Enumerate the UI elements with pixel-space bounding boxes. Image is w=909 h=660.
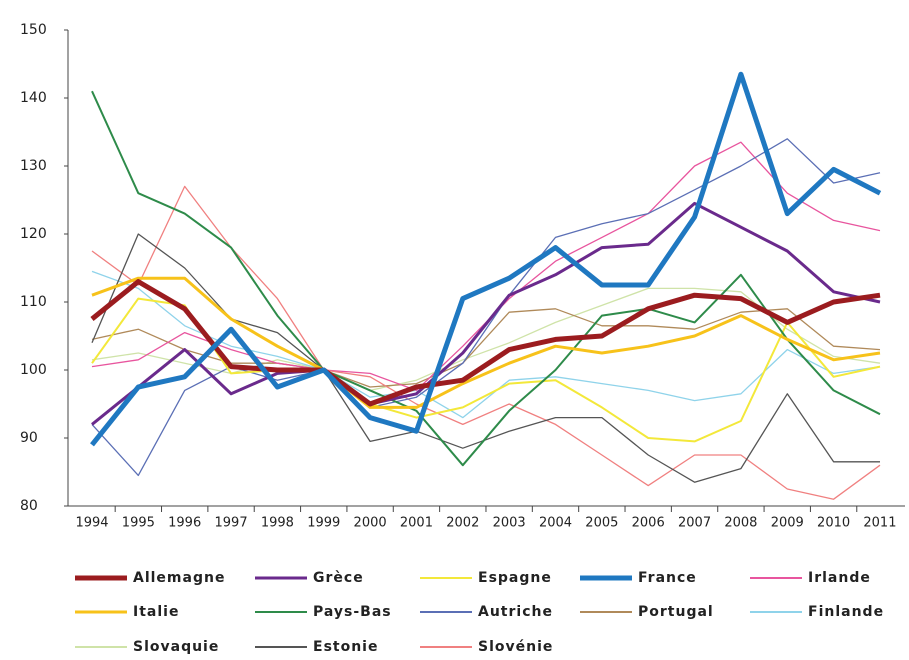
legend-label: Allemagne [133,570,225,586]
legend-label: Slovaquie [133,639,219,655]
x-tick-label: 2011 [863,516,896,531]
series-line [91,138,881,477]
x-tick-label: 2002 [446,516,479,531]
x-tick-label: 1994 [75,516,108,531]
x-tick-label: 2009 [771,516,804,531]
legend-label: Italie [133,604,179,620]
series-line [91,270,881,419]
legend: Allemagne Grèce Espagne France Irlande Italie… [75,570,884,655]
legend-label: Portugal [638,604,714,620]
legend-label: Irlande [808,570,871,586]
x-tick-label: 1997 [215,516,248,531]
y-tick-label: 100 [20,362,47,378]
y-tick-label: 130 [20,158,47,174]
y-tick-label: 150 [20,22,47,38]
x-tick-label: 2004 [539,516,572,531]
legend-label: Pays-Bas [313,604,392,620]
series-line [90,71,882,447]
x-tick-label: 2000 [354,516,387,531]
series-line [91,201,881,426]
series-line [91,90,881,467]
x-tick-label: 2010 [817,516,850,531]
legend-label: Estonie [313,639,378,655]
legend-label: Slovénie [478,639,553,655]
x-tick-label: 1999 [307,516,340,531]
series-line [91,185,881,500]
x-tick-label: 2007 [678,516,711,531]
y-tick-label: 120 [20,226,47,242]
series-line [91,287,881,392]
x-tick-label: 2006 [632,516,665,531]
x-tick-label: 1998 [261,516,294,531]
legend-label: Espagne [478,570,552,586]
series-line [91,297,881,443]
y-tick-label: 140 [20,90,47,106]
series-line [91,233,880,483]
x-tick-label: 2008 [724,516,757,531]
legend-label: Finlande [808,604,884,620]
x-tick-label: 1996 [168,516,201,531]
series-line [90,279,881,407]
y-tick-label: 90 [20,430,38,446]
y-tick-label: 110 [20,294,47,310]
y-tick-label: 80 [20,498,38,514]
legend-label: Autriche [478,604,553,620]
legend-label: France [638,570,697,586]
x-tick-label: 1995 [122,516,155,531]
legend-label: Grèce [313,570,364,586]
x-tick-label: 2005 [585,516,618,531]
series-line [91,276,881,409]
x-tick-label: 2001 [400,516,433,531]
x-tick-label: 2003 [493,516,526,531]
